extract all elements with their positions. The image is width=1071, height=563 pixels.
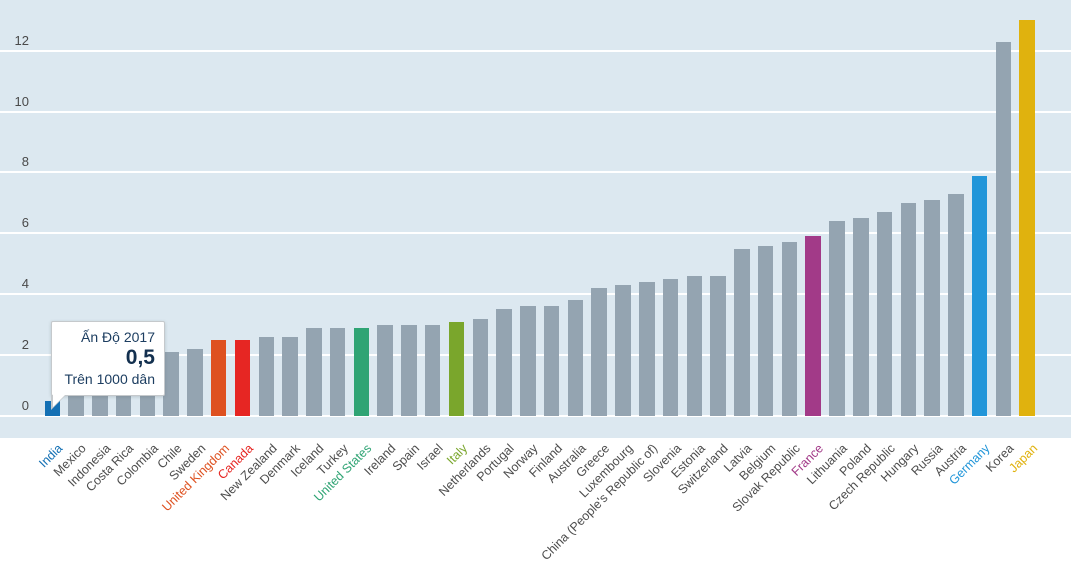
- bar-china-people-s-republic-of[interactable]: [639, 282, 655, 416]
- gridline-12: [0, 50, 1071, 52]
- bar-sweden[interactable]: [187, 349, 203, 416]
- bar-norway[interactable]: [520, 306, 536, 416]
- bar-korea[interactable]: [995, 42, 1012, 416]
- gridline-8: [0, 171, 1071, 173]
- tooltip-value: 0,5: [125, 346, 155, 369]
- bar-finland[interactable]: [543, 306, 560, 416]
- bar-ireland[interactable]: [377, 325, 393, 416]
- bar-australia[interactable]: [567, 300, 584, 416]
- bar-costa-rica[interactable]: [115, 395, 132, 416]
- tooltip-title: Ấn Độ 2017: [81, 329, 155, 345]
- y-tick-label-10: 10: [14, 94, 29, 109]
- bar-czech-republic[interactable]: [876, 212, 893, 416]
- y-tick-label-0: 0: [21, 398, 29, 413]
- bar-belgium[interactable]: [757, 246, 774, 416]
- y-tick-label-2: 2: [21, 337, 29, 352]
- bar-iceland[interactable]: [306, 328, 322, 416]
- bar-canada[interactable]: [234, 340, 251, 416]
- gridline-10: [0, 111, 1071, 113]
- gridline-4: [0, 293, 1071, 295]
- y-tick-label-12: 12: [14, 33, 29, 48]
- bar-chile[interactable]: [163, 352, 179, 416]
- plot-area: 0 2 4 6 8 10 12 Ấn Độ 2017 0,5 Trên 1000 dân: [0, 0, 1071, 438]
- gridline-0: [0, 415, 1071, 417]
- tooltip: Ấn Độ 2017 0,5 Trên 1000 dân: [51, 321, 165, 410]
- tooltip-unit: Trên 1000 dân: [64, 371, 155, 387]
- bar-greece[interactable]: [591, 288, 607, 416]
- bar-hungary[interactable]: [900, 203, 916, 416]
- y-tick-label-6: 6: [21, 215, 29, 230]
- bar-france[interactable]: [805, 236, 821, 416]
- bar-germany[interactable]: [971, 176, 988, 416]
- bar-russia[interactable]: [924, 200, 940, 416]
- bar-italy[interactable]: [448, 322, 465, 416]
- bar-united-states[interactable]: [353, 328, 370, 416]
- bar-netherlands[interactable]: [472, 319, 488, 416]
- bar-luxembourg[interactable]: [615, 285, 631, 416]
- bar-indonesia[interactable]: [92, 395, 108, 416]
- bar-colombia[interactable]: [139, 395, 156, 416]
- bar-switzerland[interactable]: [710, 276, 726, 416]
- bar-latvia[interactable]: [734, 249, 750, 416]
- bar-austria[interactable]: [948, 194, 964, 416]
- bar-japan[interactable]: [1019, 20, 1035, 416]
- bar-slovak-republic[interactable]: [781, 242, 798, 416]
- bar-mexico[interactable]: [68, 395, 84, 416]
- bar-turkey[interactable]: [329, 328, 346, 416]
- bar-slovenia[interactable]: [662, 279, 679, 416]
- y-tick-label-4: 4: [21, 276, 29, 291]
- y-tick-label-8: 8: [21, 154, 29, 169]
- bar-poland[interactable]: [853, 218, 869, 416]
- gridline-6: [0, 232, 1071, 234]
- bar-israel[interactable]: [424, 325, 441, 416]
- bar-estonia[interactable]: [686, 276, 702, 416]
- bar-spain[interactable]: [401, 325, 417, 416]
- bar-lithuania[interactable]: [829, 221, 845, 416]
- bar-denmark[interactable]: [282, 337, 298, 416]
- bar-portugal[interactable]: [496, 309, 512, 416]
- bar-new-zealand[interactable]: [258, 337, 274, 416]
- bar-united-kingdom[interactable]: [210, 340, 227, 416]
